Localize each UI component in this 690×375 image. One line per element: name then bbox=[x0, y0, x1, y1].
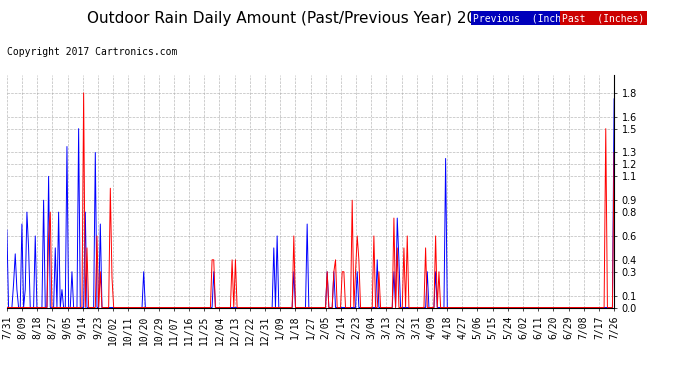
Text: Outdoor Rain Daily Amount (Past/Previous Year) 20170731: Outdoor Rain Daily Amount (Past/Previous… bbox=[87, 11, 534, 26]
Text: Past  (Inches): Past (Inches) bbox=[562, 13, 644, 23]
Text: Previous  (Inches): Previous (Inches) bbox=[473, 13, 578, 23]
Text: Copyright 2017 Cartronics.com: Copyright 2017 Cartronics.com bbox=[7, 47, 177, 57]
